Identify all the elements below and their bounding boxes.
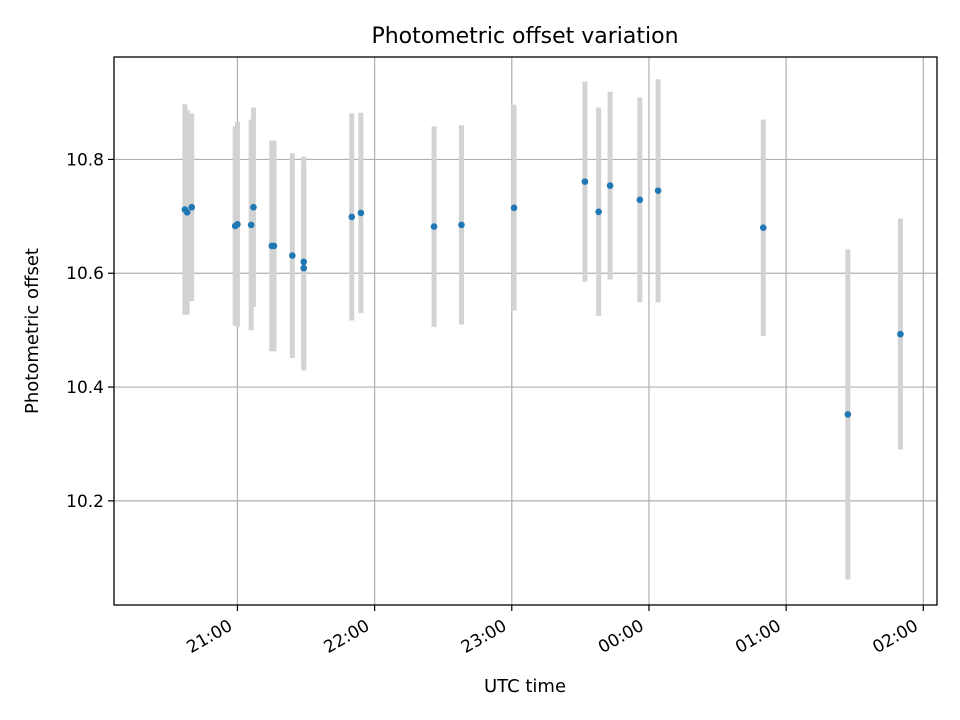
data-point — [897, 330, 904, 338]
y-axis-ticks: 10.2 10.4 10.6 10.8 — [66, 150, 114, 512]
chart-title: Photometric offset variation — [371, 24, 678, 49]
y-tick-label: 10.4 — [66, 378, 104, 398]
data-point — [247, 221, 255, 229]
data-point — [458, 221, 465, 229]
y-axis-label: Photometric offset — [22, 248, 43, 414]
data-point — [289, 252, 296, 259]
data-point — [654, 187, 662, 195]
y-tick-label: 10.6 — [66, 264, 104, 284]
data-point — [430, 223, 438, 230]
plot-frame — [113, 56, 938, 606]
data-point — [606, 182, 614, 189]
data-point — [234, 221, 241, 228]
data-point — [300, 258, 308, 266]
y-tick-label: 10.8 — [66, 150, 104, 170]
x-axis-label: UTC time — [484, 676, 566, 697]
data-point — [348, 213, 356, 221]
data-point — [595, 208, 602, 216]
data-point — [357, 209, 365, 217]
y-tick-label: 10.2 — [66, 492, 104, 512]
data-point — [250, 203, 257, 211]
data-point — [188, 203, 196, 211]
data-point — [844, 411, 852, 418]
data-point — [183, 209, 191, 216]
data-point — [581, 178, 589, 185]
data-points — [181, 178, 904, 418]
data-point — [300, 264, 308, 272]
data-point — [636, 196, 644, 204]
data-point — [510, 204, 518, 212]
data-point — [270, 242, 278, 250]
data-point — [759, 224, 767, 232]
grid — [114, 57, 937, 605]
